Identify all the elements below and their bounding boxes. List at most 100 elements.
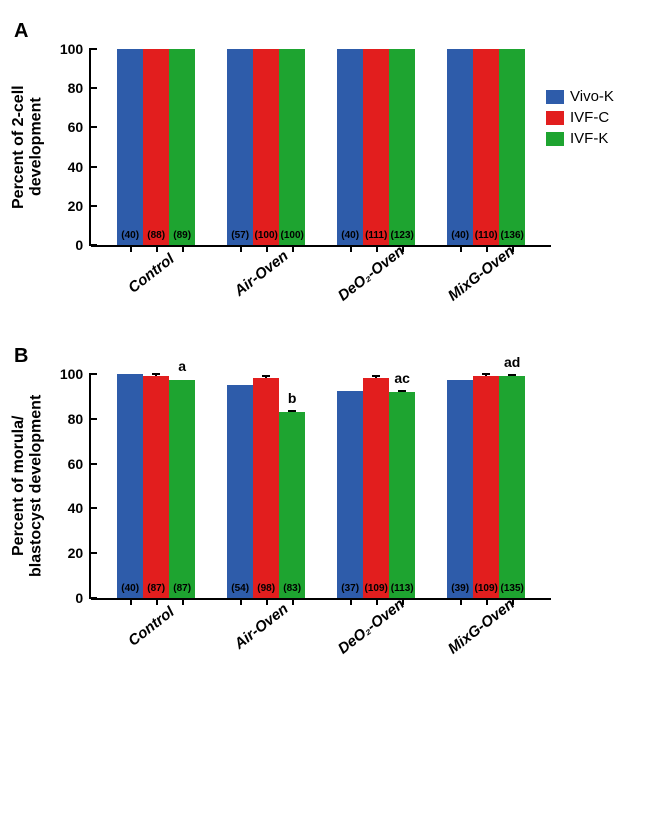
bar-group: (57) (100)(100)	[227, 49, 305, 245]
x-tick	[460, 245, 462, 252]
x-label-wrap: Control	[103, 600, 209, 658]
bar-wrap: (40)	[447, 49, 473, 245]
x-axis: ControlAir-OvenDeO₂-OvenMixG-Oven	[91, 247, 551, 305]
bar-ivfk: (113)	[389, 392, 415, 598]
significance-annotation: ac	[394, 370, 410, 386]
y-axis: 100806040200	[49, 374, 91, 598]
y-axis-title: Percent of 2-celldevelopment	[10, 49, 45, 245]
x-tick	[130, 245, 132, 252]
y-tick-label: 20	[68, 545, 90, 561]
bar-group: (54) (98) b(83)	[227, 374, 305, 598]
x-tick	[156, 598, 158, 605]
y-tick-label: 40	[68, 500, 90, 516]
bar-ivfk: (136)	[499, 49, 525, 245]
bar-ivfc: (100)	[253, 49, 279, 245]
x-tick-label: Control	[125, 603, 203, 682]
x-label-wrap: MixG-Oven	[433, 600, 539, 658]
bar-vivok: (40)	[447, 49, 473, 245]
bar-group: (39)(109)ad(135)	[447, 374, 525, 598]
y-tick-label: 80	[68, 80, 90, 96]
legend-swatch	[546, 132, 564, 146]
x-tick	[130, 598, 132, 605]
bar-wrap: (136)	[499, 49, 525, 245]
y-tick-label: 60	[68, 456, 90, 472]
x-tick-label: DeO₂-Oven	[335, 242, 433, 336]
bar-ivfc: (109)	[473, 376, 499, 598]
y-tick-label: 40	[68, 159, 90, 175]
plot-area: (40) (88) (89) (57) (100)(100) (40) (111)(123)…	[91, 49, 551, 247]
y-tick-label: 0	[75, 590, 89, 606]
bar-vivok: (40)	[337, 49, 363, 245]
x-tick	[182, 245, 184, 252]
bar-wrap: (111)	[363, 49, 389, 245]
bar-count-label: (87)	[147, 583, 165, 594]
bar-count-label: (109)	[475, 583, 498, 594]
bar-ivfc: (87)	[143, 376, 169, 598]
x-tick-label: Air-Oven	[231, 247, 317, 332]
bar-wrap: (40)	[117, 49, 143, 245]
x-tick-label: MixG-Oven	[444, 242, 542, 336]
bar-wrap: (87)	[143, 374, 169, 598]
bar-count-label: (40)	[341, 230, 359, 241]
legend-label: IVF-C	[570, 109, 609, 126]
y-axis-title: Percent of morula/blastocyst development	[10, 374, 45, 598]
x-tick	[182, 598, 184, 605]
y-tick-label: 60	[68, 119, 90, 135]
bar-count-label: (109)	[365, 583, 388, 594]
bar-group: (40) (111)(123)	[337, 49, 415, 245]
bar-wrap: (123)	[389, 49, 415, 245]
bar-wrap: (40)	[117, 374, 143, 598]
bar-count-label: (40)	[451, 230, 469, 241]
x-tick	[376, 598, 378, 605]
x-axis: ControlAir-OvenDeO₂-OvenMixG-Oven	[91, 600, 551, 658]
bar-vivok: (40)	[117, 49, 143, 245]
bar-count-label: (57)	[231, 230, 249, 241]
significance-annotation: b	[288, 390, 297, 406]
bar-wrap: (100)	[253, 49, 279, 245]
x-label-wrap: Air-Oven	[213, 247, 319, 305]
legend-swatch	[546, 90, 564, 104]
x-tick	[460, 598, 462, 605]
bar-ivfk: (135)	[499, 376, 525, 598]
x-tick	[292, 598, 294, 605]
legend-item: Vivo-K	[546, 88, 614, 105]
bar-wrap: a(87)	[169, 374, 195, 598]
x-tick-label: DeO₂-Oven	[335, 595, 433, 689]
bar-count-label: (110)	[475, 230, 498, 241]
legend-label: Vivo-K	[570, 88, 614, 105]
legend: Vivo-KIVF-CIVF-K	[546, 88, 614, 147]
x-tick	[240, 598, 242, 605]
bar-group: (40) (110)(136)	[447, 49, 525, 245]
bar-wrap: b(83)	[279, 374, 305, 598]
y-axis: 100806040200	[49, 49, 91, 245]
bar-ivfk: (123)	[389, 49, 415, 245]
x-tick	[486, 245, 488, 252]
x-tick-label: MixG-Oven	[444, 595, 542, 689]
x-label-wrap: Air-Oven	[213, 600, 319, 658]
bar-wrap: (109)	[473, 374, 499, 598]
y-tick-label: 80	[68, 411, 90, 427]
bar-group: (40) (88) (89)	[117, 49, 195, 245]
bar-count-label: (88)	[147, 230, 165, 241]
bar-ivfc: (98)	[253, 378, 279, 598]
bar-count-label: (87)	[173, 583, 191, 594]
bar-ivfk: (100)	[279, 49, 305, 245]
bar-wrap: (98)	[253, 374, 279, 598]
yaxis-wrap: Percent of 2-celldevelopment100806040200	[10, 49, 91, 245]
y-tick-label: 100	[60, 366, 89, 382]
bar-count-label: (89)	[173, 230, 191, 241]
x-tick	[240, 245, 242, 252]
bar-count-label: (40)	[121, 230, 139, 241]
panel-a: APercent of 2-celldevelopment10080604020…	[10, 20, 642, 305]
legend-swatch	[546, 111, 564, 125]
bar-count-label: (98)	[257, 583, 275, 594]
panel-label: A	[14, 20, 642, 43]
bar-group: (40)(87)a(87)	[117, 374, 195, 598]
y-tick-label: 0	[75, 237, 89, 253]
x-label-wrap: MixG-Oven	[433, 247, 539, 305]
bar-count-label: (39)	[451, 583, 469, 594]
bar-wrap: (57)	[227, 49, 253, 245]
bar-wrap: (88)	[143, 49, 169, 245]
bar-count-label: (100)	[255, 230, 278, 241]
bar-count-label: (54)	[231, 583, 249, 594]
